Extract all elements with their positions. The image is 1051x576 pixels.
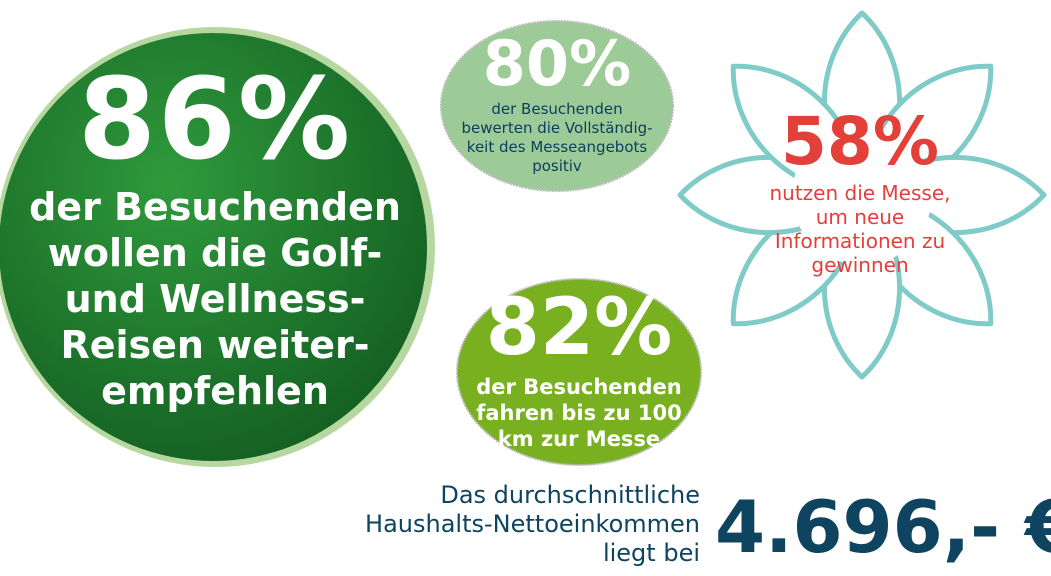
text-line: wollen die Golf- bbox=[47, 231, 383, 275]
stat-86-value: 86% bbox=[77, 55, 353, 185]
stat-58: 58% nutzen die Messe, um neue Informatio… bbox=[735, 103, 985, 277]
text-line: Informationen zu bbox=[774, 229, 946, 253]
circle-82 bbox=[456, 278, 702, 466]
text-line: bewerten die Vollständig- bbox=[461, 119, 653, 137]
text-line: der Besuchenden bbox=[29, 185, 401, 229]
stat-80: 80% der Besuchenden bewerten die Vollstä… bbox=[437, 28, 677, 176]
text-line: Reisen weiter- bbox=[60, 323, 370, 367]
text-line: um neue bbox=[815, 205, 905, 229]
circle-80 bbox=[440, 20, 674, 192]
stat-80-text: der Besuchenden bewerten die Vollständig… bbox=[437, 100, 677, 176]
stat-86: 86% der Besuchenden wollen die Golf- und… bbox=[3, 58, 427, 414]
text-line: und Wellness- bbox=[64, 277, 366, 321]
stat-82-value: 82% bbox=[485, 283, 673, 373]
text-line: gewinnen bbox=[811, 253, 909, 277]
stat-80-value: 80% bbox=[482, 27, 632, 100]
income-label: Das durchschnittliche Haushalts-Nettoein… bbox=[260, 481, 700, 568]
text-line: liegt bei bbox=[602, 539, 700, 567]
text-line: fahren bis zu 100 bbox=[476, 401, 682, 425]
text-line: positiv bbox=[532, 157, 582, 175]
text-line: der Besuchenden bbox=[491, 100, 623, 118]
stat-82: 82% der Besuchenden fahren bis zu 100 km… bbox=[458, 282, 700, 452]
stat-86-text: der Besuchenden wollen die Golf- und Wel… bbox=[3, 184, 427, 414]
stat-58-text: nutzen die Messe, um neue Informationen … bbox=[735, 181, 985, 277]
text-line: empfehlen bbox=[101, 369, 329, 413]
text-line: km zur Messe bbox=[497, 427, 661, 451]
text-line: nutzen die Messe, bbox=[769, 181, 951, 205]
stat-58-value: 58% bbox=[781, 103, 939, 180]
income-amount: 4.696,- € bbox=[715, 485, 1051, 569]
text-line: Das durchschnittliche bbox=[440, 481, 700, 509]
flower-shape bbox=[680, 10, 1044, 377]
stat-82-text: der Besuchenden fahren bis zu 100 km zur… bbox=[458, 374, 700, 452]
text-line: der Besuchenden bbox=[476, 375, 682, 399]
golf-ball-fill bbox=[0, 33, 427, 461]
text-line: Haushalts-Nettoeinkommen bbox=[365, 510, 700, 538]
text-line: keit des Messeangebots bbox=[466, 138, 648, 156]
